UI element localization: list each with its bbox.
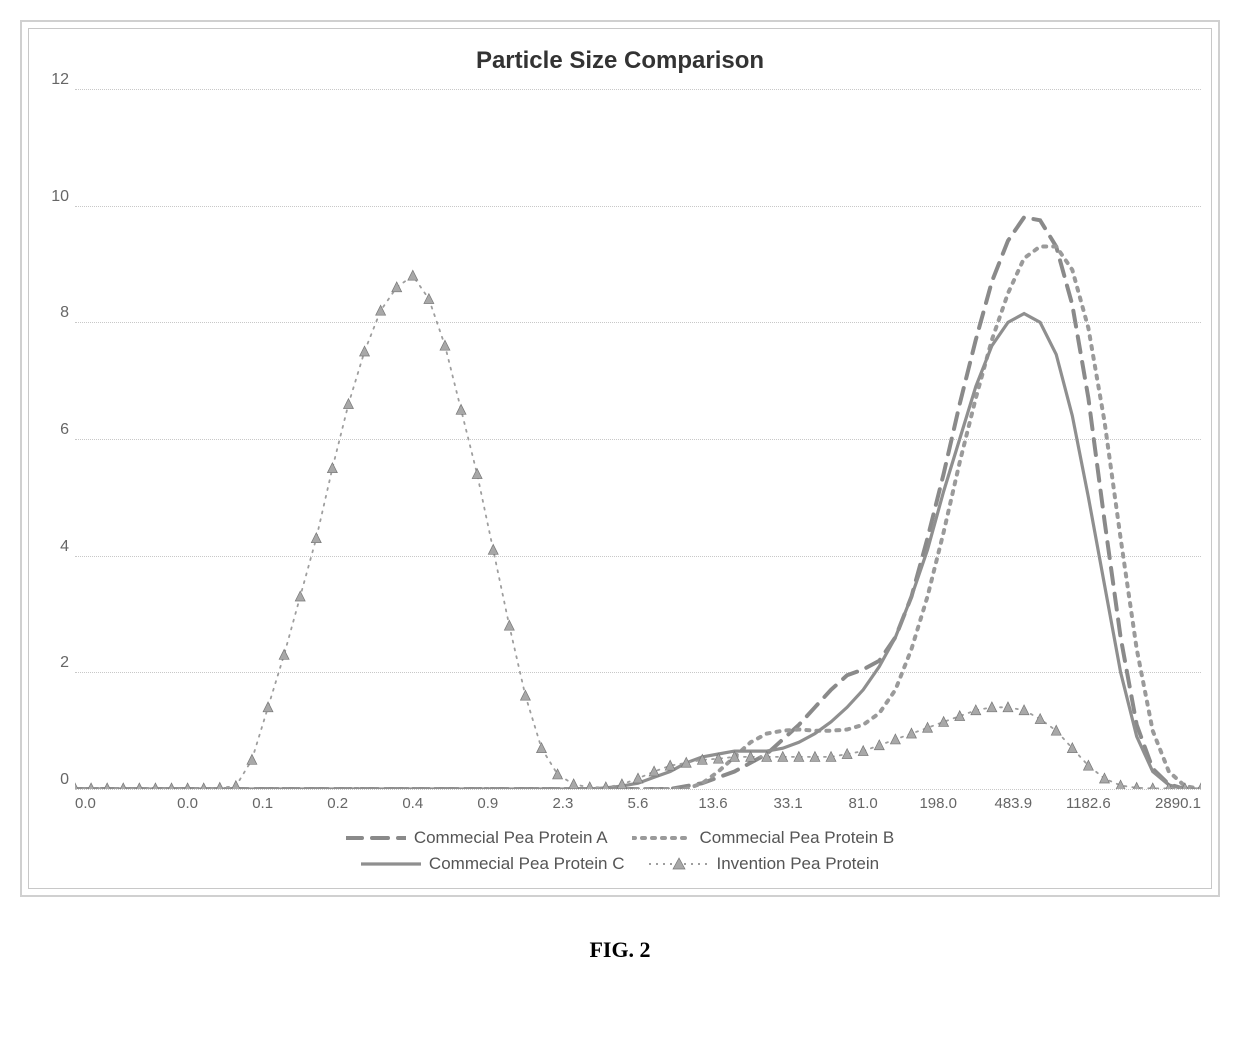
x-tick-label: 2.3 (525, 795, 600, 812)
series-markers-INV (75, 270, 1201, 789)
x-tick-label: 0.2 (300, 795, 375, 812)
x-tick-label: 5.6 (600, 795, 675, 812)
legend-label-A: Commecial Pea Protein A (414, 828, 608, 848)
series-line-A (75, 217, 1201, 789)
legend-label-C: Commecial Pea Protein C (429, 854, 625, 874)
chart-panel: Particle Size Comparison 121086420 0.00.… (28, 28, 1212, 889)
x-tick-label: 33.1 (751, 795, 826, 812)
x-tick-label: 198.0 (901, 795, 976, 812)
x-tick-label: 483.9 (976, 795, 1051, 812)
x-tick-label: 2890.1 (1126, 795, 1201, 812)
legend-row: Commecial Pea Protein A Commecial Pea Pro… (39, 828, 1201, 848)
grid-line (75, 789, 1201, 790)
legend-item-A: Commecial Pea Protein A (346, 828, 608, 848)
x-tick-label: 0.4 (375, 795, 450, 812)
legend-label-INV: Invention Pea Protein (717, 854, 880, 874)
x-tick-label: 0.9 (450, 795, 525, 812)
figure-caption: FIG. 2 (20, 937, 1220, 963)
legend-item-B: Commecial Pea Protein B (632, 828, 895, 848)
legend-swatch-B (632, 830, 692, 846)
legend-item-C: Commecial Pea Protein C (361, 854, 625, 874)
plot-svg (75, 89, 1201, 789)
plot-area (75, 89, 1201, 789)
x-tick-label: 0.0 (150, 795, 225, 812)
x-tick-label: 0.0 (75, 795, 150, 812)
legend-row: Commecial Pea Protein C Invention Pea Pro… (39, 854, 1201, 874)
legend-swatch-C (361, 856, 421, 872)
series-line-INV (75, 276, 1201, 789)
legend-label-B: Commecial Pea Protein B (700, 828, 895, 848)
legend-item-INV: Invention Pea Protein (649, 854, 880, 874)
x-tick-label: 1182.6 (1051, 795, 1126, 812)
legend-swatch-INV (649, 856, 709, 872)
series-line-C (75, 314, 1201, 789)
x-tick-label: 0.1 (225, 795, 300, 812)
legend: Commecial Pea Protein A Commecial Pea Pro… (39, 828, 1201, 874)
legend-swatch-A (346, 830, 406, 846)
x-tick-label: 81.0 (826, 795, 901, 812)
series-line-B (75, 247, 1201, 790)
plot-wrap: 121086420 (39, 89, 1201, 789)
y-axis: 121086420 (39, 89, 75, 789)
x-axis: 0.00.00.10.20.40.92.35.613.633.181.0198.… (75, 795, 1201, 812)
chart-title: Particle Size Comparison (39, 47, 1201, 75)
chart-card: Particle Size Comparison 121086420 0.00.… (20, 20, 1220, 897)
x-tick-label: 13.6 (676, 795, 751, 812)
